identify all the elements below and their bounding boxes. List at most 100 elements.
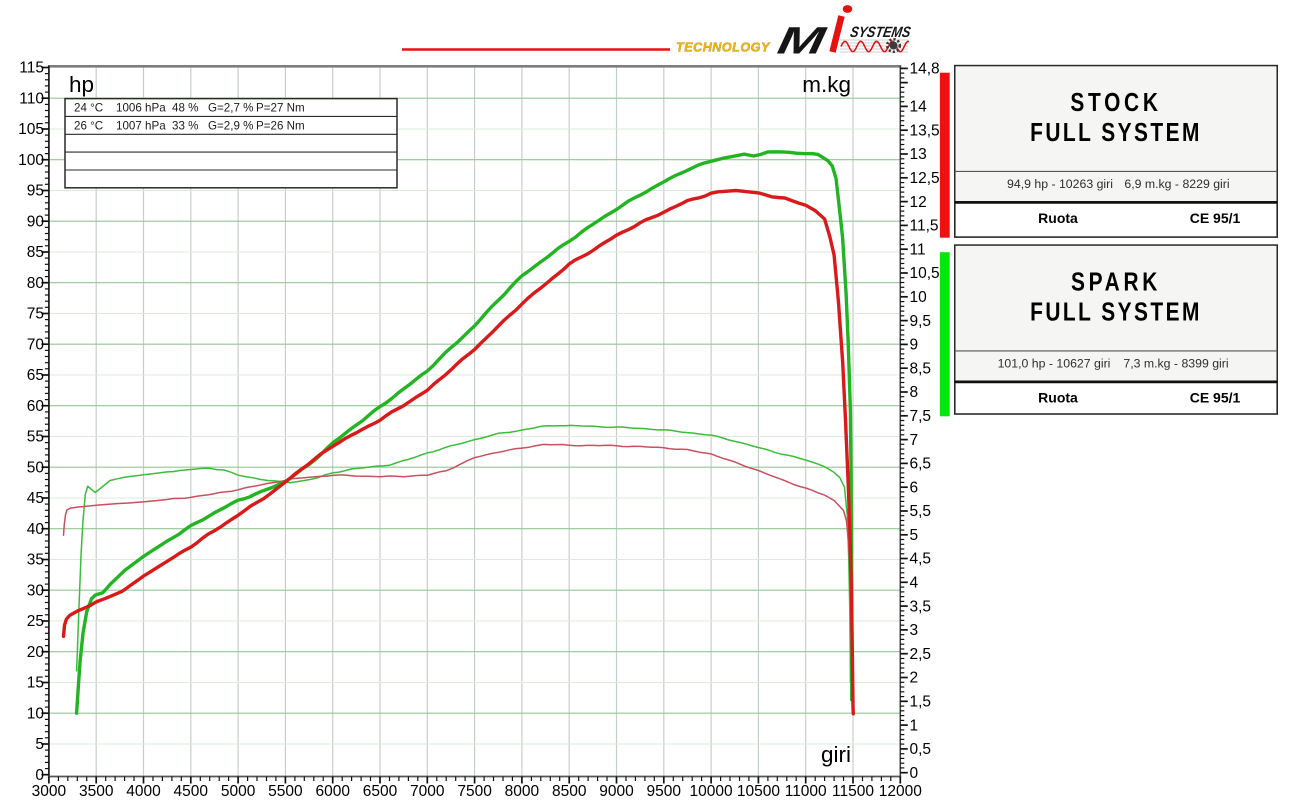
svg-text:26 °C: 26 °C <box>74 120 103 133</box>
svg-text:6000: 6000 <box>315 783 350 800</box>
svg-text:101,0 hp - 10627 giri: 101,0 hp - 10627 giri <box>998 356 1111 370</box>
svg-text:45: 45 <box>27 490 44 507</box>
svg-text:40: 40 <box>27 521 45 538</box>
svg-text:24 °C: 24 °C <box>74 102 103 115</box>
svg-text:110: 110 <box>19 90 44 107</box>
svg-text:8,5: 8,5 <box>910 360 932 377</box>
svg-text:7500: 7500 <box>457 783 492 800</box>
svg-text:100: 100 <box>18 152 44 169</box>
svg-text:10: 10 <box>910 289 928 306</box>
svg-text:6: 6 <box>910 479 919 496</box>
svg-text:P=26 Nm: P=26 Nm <box>256 120 305 133</box>
svg-text:80: 80 <box>27 275 45 292</box>
svg-text:hp: hp <box>69 72 94 97</box>
svg-text:SPARK: SPARK <box>1071 268 1161 296</box>
svg-text:14: 14 <box>910 99 928 116</box>
svg-text:6,9 m.kg - 8229 giri: 6,9 m.kg - 8229 giri <box>1124 177 1229 191</box>
svg-text:G=2,9 %: G=2,9 % <box>208 120 253 133</box>
svg-text:0: 0 <box>35 767 44 784</box>
svg-text:35: 35 <box>27 552 44 569</box>
svg-text:1007 hPa: 1007 hPa <box>116 120 166 133</box>
svg-text:9500: 9500 <box>647 783 682 800</box>
svg-text:105: 105 <box>18 121 44 138</box>
svg-text:11: 11 <box>910 241 926 258</box>
svg-text:10000: 10000 <box>690 783 733 800</box>
svg-text:11000: 11000 <box>785 783 827 800</box>
svg-text:8: 8 <box>910 384 919 401</box>
svg-text:5: 5 <box>910 527 919 544</box>
svg-text:STOCK: STOCK <box>1070 88 1161 116</box>
svg-text:m.kg: m.kg <box>802 72 851 97</box>
svg-text:11500: 11500 <box>832 783 874 800</box>
svg-text:5000: 5000 <box>221 783 256 800</box>
svg-text:50: 50 <box>27 459 45 476</box>
svg-text:33 %: 33 % <box>172 120 198 133</box>
svg-text:6,5: 6,5 <box>910 456 932 473</box>
svg-text:3: 3 <box>910 622 919 639</box>
svg-text:FULL SYSTEM: FULL SYSTEM <box>1030 118 1202 146</box>
svg-text:4000: 4000 <box>126 783 161 800</box>
svg-text:M: M <box>774 20 829 62</box>
svg-text:13: 13 <box>910 146 927 163</box>
svg-text:9000: 9000 <box>599 783 634 800</box>
svg-text:85: 85 <box>27 244 44 261</box>
svg-text:9,5: 9,5 <box>910 313 932 330</box>
svg-text:Ruota: Ruota <box>1038 210 1078 226</box>
svg-text:65: 65 <box>27 367 44 384</box>
svg-text:4: 4 <box>910 575 919 592</box>
svg-text:7000: 7000 <box>410 783 445 800</box>
svg-text:5500: 5500 <box>268 783 303 800</box>
svg-text:4,5: 4,5 <box>910 551 932 568</box>
svg-text:13,5: 13,5 <box>910 122 940 139</box>
svg-text:P=27 Nm: P=27 Nm <box>256 102 305 115</box>
svg-text:95: 95 <box>27 183 44 200</box>
svg-text:SYSTEMS: SYSTEMS <box>849 23 913 40</box>
svg-text:7,5: 7,5 <box>910 408 932 425</box>
svg-text:6500: 6500 <box>363 783 398 800</box>
svg-text:0: 0 <box>910 765 919 782</box>
svg-text:TECHNOLOGY: TECHNOLOGY <box>676 41 771 55</box>
svg-text:7: 7 <box>910 432 919 449</box>
svg-text:G=2,7 %: G=2,7 % <box>208 102 253 115</box>
svg-text:90: 90 <box>27 213 45 230</box>
svg-text:60: 60 <box>27 398 45 415</box>
svg-text:10,5: 10,5 <box>910 265 940 282</box>
svg-text:0,5: 0,5 <box>910 741 932 758</box>
svg-text:9: 9 <box>910 337 919 354</box>
svg-text:55: 55 <box>27 429 44 446</box>
svg-text:12: 12 <box>910 194 927 211</box>
svg-text:12,5: 12,5 <box>910 170 940 187</box>
svg-text:10500: 10500 <box>737 783 780 800</box>
svg-text:1: 1 <box>910 717 919 734</box>
svg-text:3,5: 3,5 <box>910 598 932 615</box>
svg-text:FULL SYSTEM: FULL SYSTEM <box>1030 298 1202 326</box>
svg-text:11,5: 11,5 <box>910 218 939 235</box>
svg-text:2: 2 <box>910 670 919 687</box>
svg-text:75: 75 <box>27 306 44 323</box>
svg-text:115: 115 <box>19 60 44 77</box>
svg-text:30: 30 <box>27 582 45 599</box>
svg-text:5,5: 5,5 <box>910 503 932 520</box>
svg-text:4500: 4500 <box>174 783 209 800</box>
svg-text:3500: 3500 <box>79 783 114 800</box>
svg-text:CE 95/1: CE 95/1 <box>1190 210 1241 226</box>
svg-text:3000: 3000 <box>32 783 67 800</box>
svg-text:15: 15 <box>27 675 44 692</box>
svg-text:94,9 hp - 10263 giri: 94,9 hp - 10263 giri <box>1007 177 1113 191</box>
svg-text:1,5: 1,5 <box>910 694 932 711</box>
svg-text:CE 95/1: CE 95/1 <box>1190 390 1241 406</box>
svg-text:20: 20 <box>27 644 45 661</box>
svg-text:48 %: 48 % <box>172 102 198 115</box>
svg-text:10: 10 <box>27 705 45 722</box>
svg-text:8500: 8500 <box>552 783 587 800</box>
svg-text:70: 70 <box>27 336 45 353</box>
svg-text:5: 5 <box>35 736 44 753</box>
svg-text:giri: giri <box>821 742 851 767</box>
svg-text:2,5: 2,5 <box>910 646 932 663</box>
svg-text:7,3 m.kg - 8399 giri: 7,3 m.kg - 8399 giri <box>1123 356 1228 370</box>
svg-text:25: 25 <box>27 613 44 630</box>
svg-text:1006 hPa: 1006 hPa <box>116 102 166 115</box>
svg-text:14,8: 14,8 <box>910 61 940 78</box>
svg-text:8000: 8000 <box>505 783 540 800</box>
svg-text:12000: 12000 <box>879 783 922 800</box>
